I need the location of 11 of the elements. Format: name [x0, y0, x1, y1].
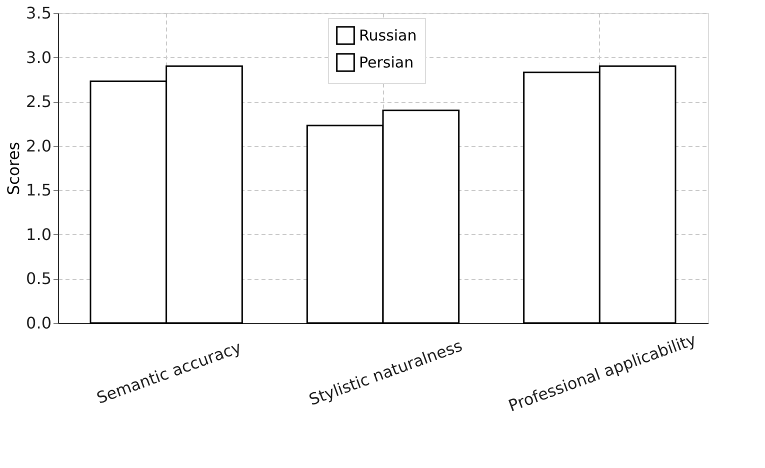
y-tick-label: 2.5 — [26, 92, 52, 112]
y-tick-label: 1.5 — [26, 180, 52, 200]
legend-label: Persian — [359, 54, 414, 72]
y-tick-label: 0.0 — [26, 314, 52, 332]
y-tick-label: 1.0 — [26, 224, 52, 244]
y-axis-title: Scores — [4, 142, 24, 196]
y-tick-label: 3.0 — [26, 48, 52, 67]
legend-label: Russian — [359, 26, 417, 44]
y-tick-label: 0.5 — [26, 269, 52, 288]
y-tick-label: 2.0 — [26, 136, 52, 156]
y-tick-label: 3.5 — [26, 4, 52, 22]
